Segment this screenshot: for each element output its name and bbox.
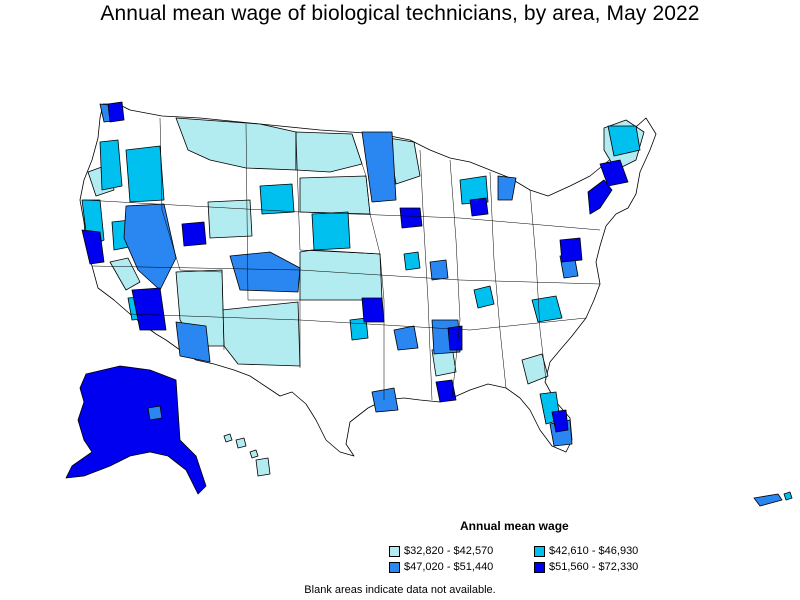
legend-label: $51,560 - $72,330: [549, 561, 639, 573]
legend-swatch: [389, 561, 400, 573]
legend-item-2: $42,610 - $46,930: [534, 545, 638, 557]
legend-item-1: $32,820 - $42,570: [389, 545, 493, 557]
footnote: Blank areas indicate data not available.: [304, 584, 496, 596]
puerto-rico-small: [783, 491, 793, 501]
legend-item-4: $51,560 - $72,330: [534, 561, 638, 573]
map-title: Annual mean wage of biological technicia…: [100, 2, 700, 25]
legend-item-3: $47,020 - $51,440: [389, 561, 493, 573]
legend-label: $32,820 - $42,570: [404, 545, 494, 557]
area-borders: [83, 117, 601, 401]
regions-42610-46930: [81, 125, 641, 425]
legend-swatch: [389, 545, 400, 557]
legend-swatch: [534, 561, 545, 573]
legend-label: $42,610 - $46,930: [549, 545, 639, 557]
legend-title: Annual mean wage: [460, 519, 569, 533]
alaska-region: [147, 405, 163, 421]
hawaii-islands: [223, 433, 271, 477]
legend-swatch: [534, 545, 545, 557]
regions-51560-72330: [81, 101, 629, 433]
legend-label: $47,020 - $51,440: [404, 561, 494, 573]
alaska-outline: [65, 365, 207, 495]
puerto-rico: [753, 493, 783, 507]
